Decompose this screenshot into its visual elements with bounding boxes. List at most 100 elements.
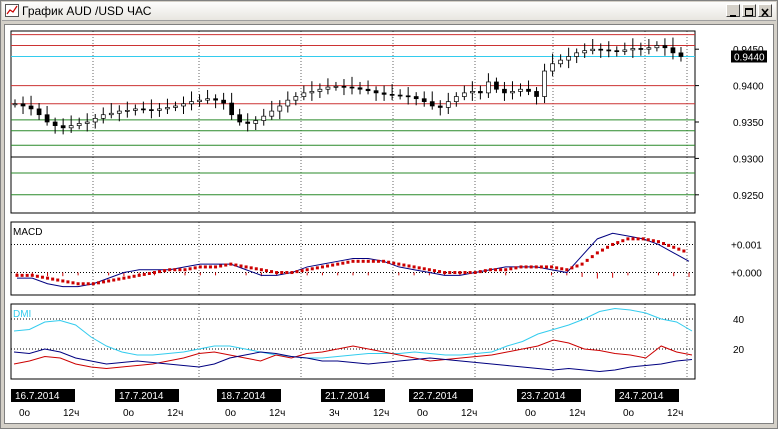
title-bar[interactable]: График AUD /USD ЧАС xyxy=(2,2,776,21)
signal-dot xyxy=(382,259,386,263)
maximize-button[interactable] xyxy=(742,4,756,17)
signal-dot xyxy=(86,282,90,286)
signal-dot xyxy=(137,273,141,277)
hour-label: 12ч xyxy=(63,408,79,419)
signal-dot xyxy=(275,271,279,275)
candle-body xyxy=(357,87,363,90)
signal-dot xyxy=(656,240,660,244)
candle-body xyxy=(133,108,138,111)
signal-dot xyxy=(616,241,620,245)
candle-body xyxy=(293,96,299,101)
signal-dot xyxy=(96,281,100,285)
candle-body xyxy=(437,105,443,108)
signal-dot xyxy=(224,263,228,267)
signal-dot xyxy=(478,270,482,274)
hour-label: 12ч xyxy=(269,408,285,419)
signal-dot xyxy=(682,249,686,253)
candle-body xyxy=(614,50,620,53)
candle-body xyxy=(381,92,387,95)
candle-body xyxy=(165,107,170,110)
candle-body xyxy=(405,95,411,98)
signal-dot xyxy=(407,264,411,268)
dmi-tick-label: 40 xyxy=(733,315,745,326)
signal-dot xyxy=(504,268,508,272)
candle-body xyxy=(606,49,612,52)
signal-dot xyxy=(534,265,538,269)
close-button[interactable] xyxy=(758,4,772,17)
candle-body xyxy=(157,108,162,111)
date-label: 23.7.2014 xyxy=(521,391,566,402)
candle-body xyxy=(542,70,547,97)
signal-dot xyxy=(152,271,156,275)
candle-body xyxy=(20,103,26,107)
candle-body xyxy=(534,91,539,97)
signal-dot xyxy=(198,265,202,269)
signal-dot xyxy=(524,265,528,269)
signal-dot xyxy=(626,237,630,241)
hour-label: 0о xyxy=(123,408,135,419)
signal-dot xyxy=(25,273,29,277)
signal-dot xyxy=(646,238,650,242)
signal-dot xyxy=(443,271,447,275)
candle-body xyxy=(317,88,323,92)
date-tag xyxy=(321,389,385,402)
candle-body xyxy=(622,49,628,52)
candle-body xyxy=(269,110,275,117)
signal-dot xyxy=(229,262,233,266)
signal-dot xyxy=(203,265,207,269)
signal-dot xyxy=(239,264,243,268)
signal-dot xyxy=(672,245,676,249)
signal-dot xyxy=(570,266,574,270)
signal-dot xyxy=(376,259,380,263)
signal-dot xyxy=(494,268,498,272)
candle-body xyxy=(365,88,371,92)
candle-body xyxy=(638,48,644,50)
signal-dot xyxy=(326,264,330,268)
signal-dot xyxy=(168,268,172,272)
signal-dot xyxy=(641,237,645,241)
signal-dot xyxy=(244,265,248,269)
candle-body xyxy=(229,102,234,116)
candle-body xyxy=(116,110,122,114)
signal-dot xyxy=(132,274,136,278)
candle-body xyxy=(253,120,259,124)
candle-body xyxy=(566,56,571,61)
candle-body xyxy=(141,108,146,111)
date-tag xyxy=(11,389,75,402)
macd-label: MACD xyxy=(13,227,42,238)
candle-body xyxy=(526,88,531,92)
candle-body xyxy=(590,48,596,52)
date-label: 18.7.2014 xyxy=(221,391,266,402)
panel-frames xyxy=(10,30,696,380)
signal-dot xyxy=(173,268,177,272)
date-label: 22.7.2014 xyxy=(413,391,458,402)
hour-label: 0о xyxy=(19,408,31,419)
signal-dot xyxy=(40,275,44,279)
candle-body xyxy=(574,52,580,57)
date-label: 21.7.2014 xyxy=(325,391,370,402)
signal-dot xyxy=(112,278,116,282)
signal-dot xyxy=(662,242,666,246)
candle-body xyxy=(205,98,210,101)
candle-body xyxy=(333,85,339,88)
signal-dot xyxy=(371,259,375,263)
candle-body xyxy=(245,121,251,124)
signal-dot xyxy=(127,275,131,279)
date-label: 17.7.2014 xyxy=(119,391,164,402)
signal-dot xyxy=(392,261,396,265)
signal-dot xyxy=(514,266,518,270)
signal-dot xyxy=(280,271,284,275)
candle-body xyxy=(84,121,90,124)
signal-dot xyxy=(234,263,238,267)
dmi-tick-label: 20 xyxy=(733,345,745,356)
macd-panel: +0.001 +0.000 xyxy=(11,232,762,288)
signal-dot xyxy=(519,265,523,269)
signal-dot xyxy=(270,270,274,274)
signal-dot xyxy=(550,265,554,269)
date-tag xyxy=(409,389,473,402)
signal-dot xyxy=(183,268,187,272)
minimize-button[interactable] xyxy=(726,4,740,17)
candle-body xyxy=(654,45,660,49)
